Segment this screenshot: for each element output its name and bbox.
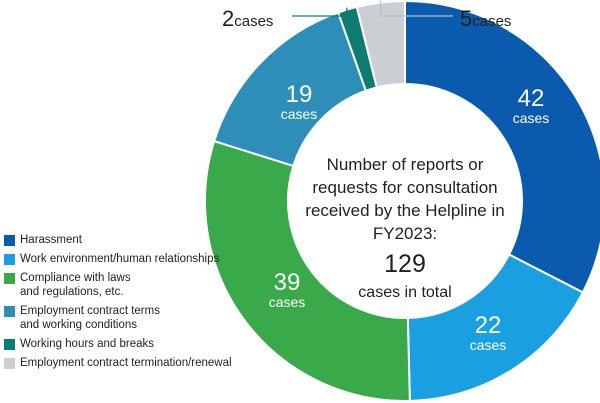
value-label-work-environment-human-relationships: 22: [475, 312, 502, 339]
legend-item-working-hours-and-breaks: Working hours and breaks: [4, 337, 234, 351]
unit-label-compliance-with-laws: cases: [269, 294, 306, 310]
legend-swatch: [4, 235, 15, 246]
outer-value-number: 5: [460, 6, 472, 31]
legend-label: Employment contract terms and working co…: [20, 305, 160, 331]
callout-line-working-hours-and-breaks: [292, 7, 348, 17]
value-label-compliance-with-laws: 39: [274, 269, 301, 296]
legend-label: Employment contract termination/renewal: [20, 357, 232, 369]
legend-label: Working hours and breaks: [20, 338, 155, 350]
legend-swatch: [4, 306, 15, 317]
slice-employment-contract-termination-renewal: [355, 0, 406, 89]
value-label-employment-contract-terms: 19: [286, 81, 313, 108]
legend-swatch: [4, 358, 15, 369]
center-line-4: FY2023:: [373, 224, 437, 243]
unit-label-employment-contract-terms: cases: [281, 106, 318, 122]
center-line-3: received by the Helpline in: [305, 201, 504, 220]
outer-value-unit: cases: [472, 13, 511, 30]
value-label-harassment: 42: [518, 85, 545, 112]
callout-lines: [292, 0, 453, 17]
legend-item-compliance-with-laws: Compliance with laws and regulations, et…: [4, 271, 234, 299]
slice-work-environment-human-relationships: [406, 253, 585, 402]
legend-swatch: [4, 254, 15, 265]
legend-label: Work environment/human relationships: [20, 253, 220, 265]
legend-item-harassment: Harassment: [4, 233, 234, 247]
legend-item-employment-contract-terms: Employment contract terms and working co…: [4, 304, 234, 332]
outer-value-number: 2: [222, 6, 234, 31]
value-label-employment-contract-termination-renewal: 5cases: [460, 6, 511, 31]
donut-slices: [204, 0, 600, 402]
legend-swatch: [4, 339, 15, 350]
callout-line-employment-contract-termination-renewal: [379, 0, 453, 17]
outer-value-unit: cases: [234, 13, 273, 30]
unit-label-harassment: cases: [513, 110, 550, 126]
center-line-2: requests for consultation: [312, 178, 497, 197]
legend-item-work-environment-human-relationships: Work environment/human relationships: [4, 252, 234, 266]
slice-compliance-with-laws: [204, 139, 411, 402]
legend-swatch: [4, 273, 15, 284]
legend-label: Compliance with laws and regulations, et…: [20, 272, 131, 298]
center-total: 129: [384, 250, 426, 278]
legend-label: Harassment: [20, 234, 82, 246]
legend: Harassment Work environment/human relatio…: [4, 233, 234, 375]
center-total-label: cases in total: [358, 284, 451, 301]
center-text: Number of reports or requests for consul…: [305, 155, 504, 301]
legend-item-employment-contract-termination-renewal: Employment contract termination/renewal: [4, 356, 234, 370]
unit-label-work-environment-human-relationships: cases: [470, 337, 507, 353]
value-label-working-hours-and-breaks: 2cases: [222, 6, 273, 31]
center-line-1: Number of reports or: [327, 155, 484, 174]
slice-harassment: [404, 0, 600, 294]
